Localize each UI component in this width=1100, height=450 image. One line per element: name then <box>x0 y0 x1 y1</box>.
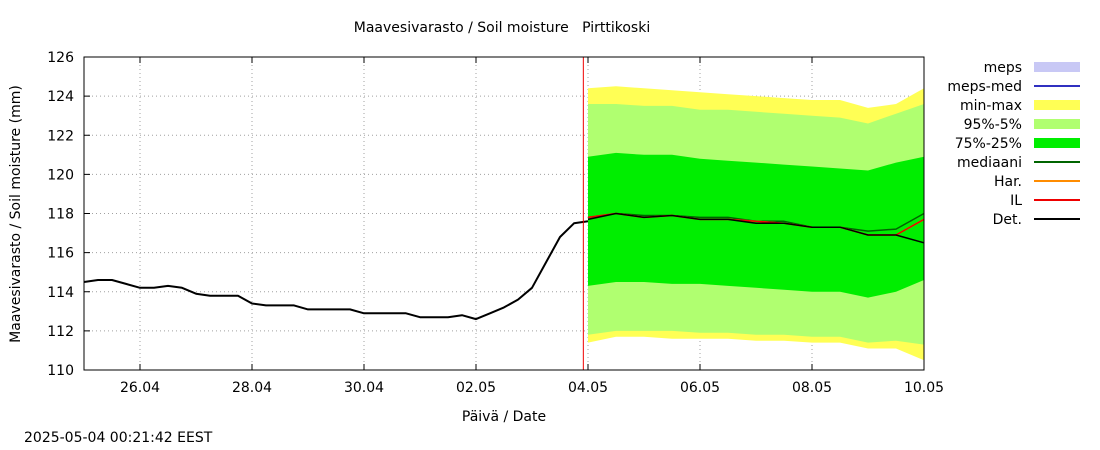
plot-area: 110 112 114 116 118 120 122 124 126 26.04 28.04 30.… <box>47 50 944 396</box>
y-tick-label: 126 <box>47 50 74 66</box>
x-tick-label: 28.04 <box>232 380 272 396</box>
legend-label: 75%-25% <box>955 136 1022 152</box>
y-tick-label: 122 <box>47 128 74 144</box>
legend-label: meps <box>984 60 1022 76</box>
x-tick-label: 08.05 <box>792 380 832 396</box>
x-tick-label: 26.04 <box>120 380 160 396</box>
y-tick-label: 124 <box>47 89 74 105</box>
y-axis-label: Maavesivarasto / Soil moisture (mm) <box>8 85 24 343</box>
legend-label: meps-med <box>947 79 1022 95</box>
legend-label: 95%-5% <box>964 117 1022 133</box>
band-75-25- <box>588 152 924 298</box>
x-axis-label: Päivä / Date <box>462 409 546 425</box>
legend-swatch <box>1034 138 1080 148</box>
legend-swatch <box>1034 62 1080 72</box>
x-tick-label: 02.05 <box>456 380 496 396</box>
plot-border <box>83 56 925 371</box>
legend-swatch <box>1034 119 1080 129</box>
x-tick-label: 10.05 <box>904 380 944 396</box>
timestamp: 2025-05-04 00:21:42 EEST <box>24 430 213 446</box>
chart-title: Maavesivarasto / Soil moisture Pirttikos… <box>354 20 650 36</box>
legend-label: mediaani <box>957 155 1022 171</box>
legend-label: Det. <box>993 212 1022 228</box>
legend: meps meps-med min-max 95%-5% 75%-25% mediaani… <box>947 60 1080 228</box>
y-tick-label: 116 <box>47 246 74 262</box>
x-tick-label: 30.04 <box>344 380 384 396</box>
x-tick-label: 06.05 <box>680 380 720 396</box>
legend-label: Har. <box>994 174 1022 190</box>
legend-swatch <box>1034 100 1080 110</box>
y-tick-label: 112 <box>47 324 74 340</box>
legend-label: min-max <box>960 98 1022 114</box>
y-tick-label: 118 <box>47 207 74 223</box>
series-det-forecast <box>587 212 925 244</box>
x-tick-label: 04.05 <box>568 380 608 396</box>
y-tick-label: 110 <box>47 363 74 379</box>
legend-label: IL <box>1010 193 1022 209</box>
y-tick-label: 120 <box>47 167 74 183</box>
series-det-observed <box>83 220 589 321</box>
y-tick-label: 114 <box>47 285 74 301</box>
